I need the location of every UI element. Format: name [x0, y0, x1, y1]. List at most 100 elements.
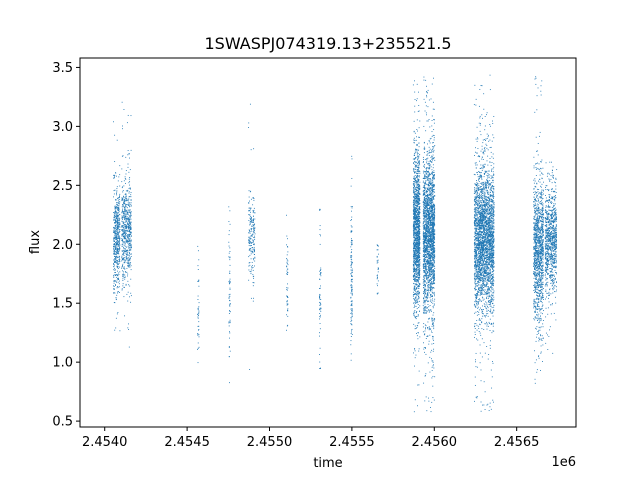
data-point [433, 260, 435, 262]
data-point [418, 239, 420, 241]
data-point [119, 201, 121, 203]
data-point [433, 158, 434, 160]
data-point [426, 218, 428, 219]
data-point [430, 289, 431, 291]
data-point [116, 203, 118, 205]
data-point [424, 265, 426, 267]
data-point [418, 297, 420, 299]
data-point [414, 179, 416, 180]
data-point [351, 262, 353, 264]
data-point [418, 255, 420, 257]
data-point [115, 175, 117, 177]
data-point [128, 265, 130, 266]
data-point [430, 282, 432, 284]
data-point [415, 207, 416, 209]
data-point [130, 227, 132, 229]
data-point [414, 257, 416, 259]
data-point [253, 248, 255, 250]
data-point [116, 202, 118, 204]
data-point [122, 225, 124, 227]
data-point [415, 219, 417, 221]
data-point [414, 297, 416, 299]
data-point [425, 267, 427, 269]
data-point [351, 288, 353, 290]
data-point [417, 248, 419, 250]
data-point [417, 188, 419, 190]
data-point [122, 190, 124, 192]
data-point [114, 210, 116, 212]
data-point [415, 227, 417, 229]
data-point [431, 277, 433, 278]
data-point [425, 180, 427, 182]
data-point [431, 255, 433, 257]
data-point [122, 263, 124, 265]
data-point [417, 234, 419, 236]
data-point [351, 308, 353, 310]
data-point [427, 245, 429, 247]
data-point [418, 200, 420, 202]
data-point [424, 292, 426, 294]
data-point [418, 290, 419, 292]
data-point [416, 220, 418, 222]
data-point [418, 229, 420, 231]
data-point [351, 219, 352, 220]
data-point [319, 288, 320, 289]
data-point [432, 221, 434, 223]
data-point [416, 211, 418, 213]
data-point [417, 268, 419, 270]
data-point [433, 258, 435, 260]
data-point [423, 125, 425, 127]
data-point [351, 290, 353, 292]
data-point [428, 267, 430, 269]
data-point [253, 209, 255, 211]
data-point [432, 272, 434, 274]
data-point [415, 223, 417, 225]
data-point [350, 238, 352, 240]
data-point [116, 228, 117, 230]
data-point [417, 183, 419, 185]
data-point [117, 234, 119, 236]
data-point [427, 310, 429, 312]
data-point [126, 232, 127, 234]
data-point [430, 236, 432, 237]
data-point [433, 282, 435, 284]
data-point [414, 231, 416, 233]
data-point [424, 253, 425, 255]
data-point [432, 167, 434, 169]
data-point [249, 222, 251, 224]
data-point [419, 198, 421, 199]
data-point [116, 215, 118, 217]
data-point [422, 304, 424, 306]
data-point [113, 263, 114, 265]
data-point [433, 230, 435, 232]
data-point [253, 297, 255, 299]
data-point [425, 257, 427, 258]
data-point [417, 181, 419, 183]
data-point [426, 250, 428, 252]
data-point [287, 260, 289, 262]
data-point [427, 231, 429, 233]
data-point [129, 231, 131, 233]
data-point [249, 240, 251, 242]
data-point [429, 248, 431, 250]
data-point [115, 172, 117, 174]
data-point [432, 260, 434, 262]
data-point [118, 218, 120, 220]
data-point [125, 216, 127, 218]
data-point [425, 249, 427, 251]
data-point [229, 310, 230, 312]
data-point [129, 249, 131, 251]
data-point [417, 197, 419, 199]
data-point [430, 203, 432, 205]
data-point [124, 226, 126, 228]
data-point [426, 114, 428, 116]
data-point [416, 145, 418, 147]
data-point [376, 260, 378, 262]
data-point [434, 212, 436, 214]
data-point [320, 267, 322, 269]
data-point [415, 270, 417, 272]
data-point [113, 281, 115, 282]
data-point [130, 232, 132, 234]
data-point [430, 274, 432, 275]
data-point [124, 241, 126, 243]
